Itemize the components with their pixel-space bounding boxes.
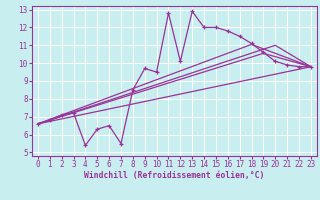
- X-axis label: Windchill (Refroidissement éolien,°C): Windchill (Refroidissement éolien,°C): [84, 171, 265, 180]
